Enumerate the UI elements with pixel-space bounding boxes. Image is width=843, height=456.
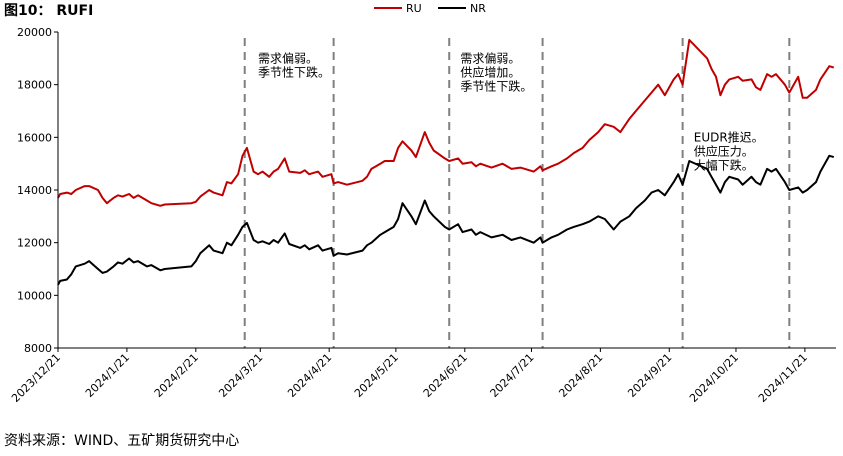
chart-annotations: 需求偏弱。季节性下跌。需求偏弱。供应增加。季节性下跌。EUDR推迟。供应压力。大… (258, 50, 764, 172)
x-tick-label: 2024/3/21 (216, 351, 265, 400)
x-tick-label: 2024/4/21 (285, 351, 334, 400)
source-note: 资料来源：WIND、五矿期货研究中心 (4, 433, 240, 449)
chart-axes: 8000 10000 12000 14000 16000 18000 20000 2023/1… (9, 26, 836, 405)
annotation-text-1: 季节性下跌。 (258, 64, 330, 79)
series-line-ru (57, 38, 835, 207)
x-tick-label: 2024/8/21 (556, 351, 605, 400)
x-tick-label: 2024/9/21 (625, 351, 674, 400)
x-tick-label: 2024/1/21 (83, 351, 132, 400)
y-tick-label: 10000 (17, 289, 52, 302)
series-line-nr (57, 154, 835, 286)
chart-legend: RU NR (374, 2, 486, 15)
x-tick-label: 2024/11/21 (756, 351, 810, 405)
legend-label-nr: NR (470, 2, 486, 15)
y-tick-label: 18000 (17, 79, 52, 92)
x-tick-label: 2024/6/21 (421, 351, 470, 400)
figure-title: 图10： RUFI (4, 3, 94, 19)
x-tick-label: 2024/5/21 (352, 351, 401, 400)
x-tick-label: 2024/2/21 (152, 351, 201, 400)
x-tick-label: 2024/10/21 (687, 351, 741, 405)
y-tick-label: 20000 (17, 26, 52, 39)
x-tick-label: 2023/12/21 (9, 351, 63, 405)
y-tick-label: 14000 (17, 184, 52, 197)
annotation-text-3: EUDR推迟。 (694, 130, 764, 144)
legend-label-ru: RU (406, 2, 422, 15)
annotation-text-2: 需求偏弱。 (460, 50, 520, 65)
y-tick-label: 8000 (24, 342, 52, 355)
x-tick-label: 2024/7/21 (488, 351, 537, 400)
y-tick-label: 12000 (17, 237, 52, 250)
y-tick-label: 16000 (17, 131, 52, 144)
event-dashed-lines (243, 38, 791, 348)
annotation-text-2: 供应增加。 (460, 64, 520, 79)
annotation-text-3: 供应压力。 (694, 143, 754, 158)
annotation-text-2: 季节性下跌。 (460, 78, 532, 93)
annotation-text-1: 需求偏弱。 (258, 50, 318, 65)
annotation-text-3: 大幅下跌。 (694, 157, 754, 172)
series-lines (57, 38, 835, 286)
rufi-line-chart: RU NR 8000 10000 12000 14000 16000 18000 20000 2… (9, 2, 836, 405)
